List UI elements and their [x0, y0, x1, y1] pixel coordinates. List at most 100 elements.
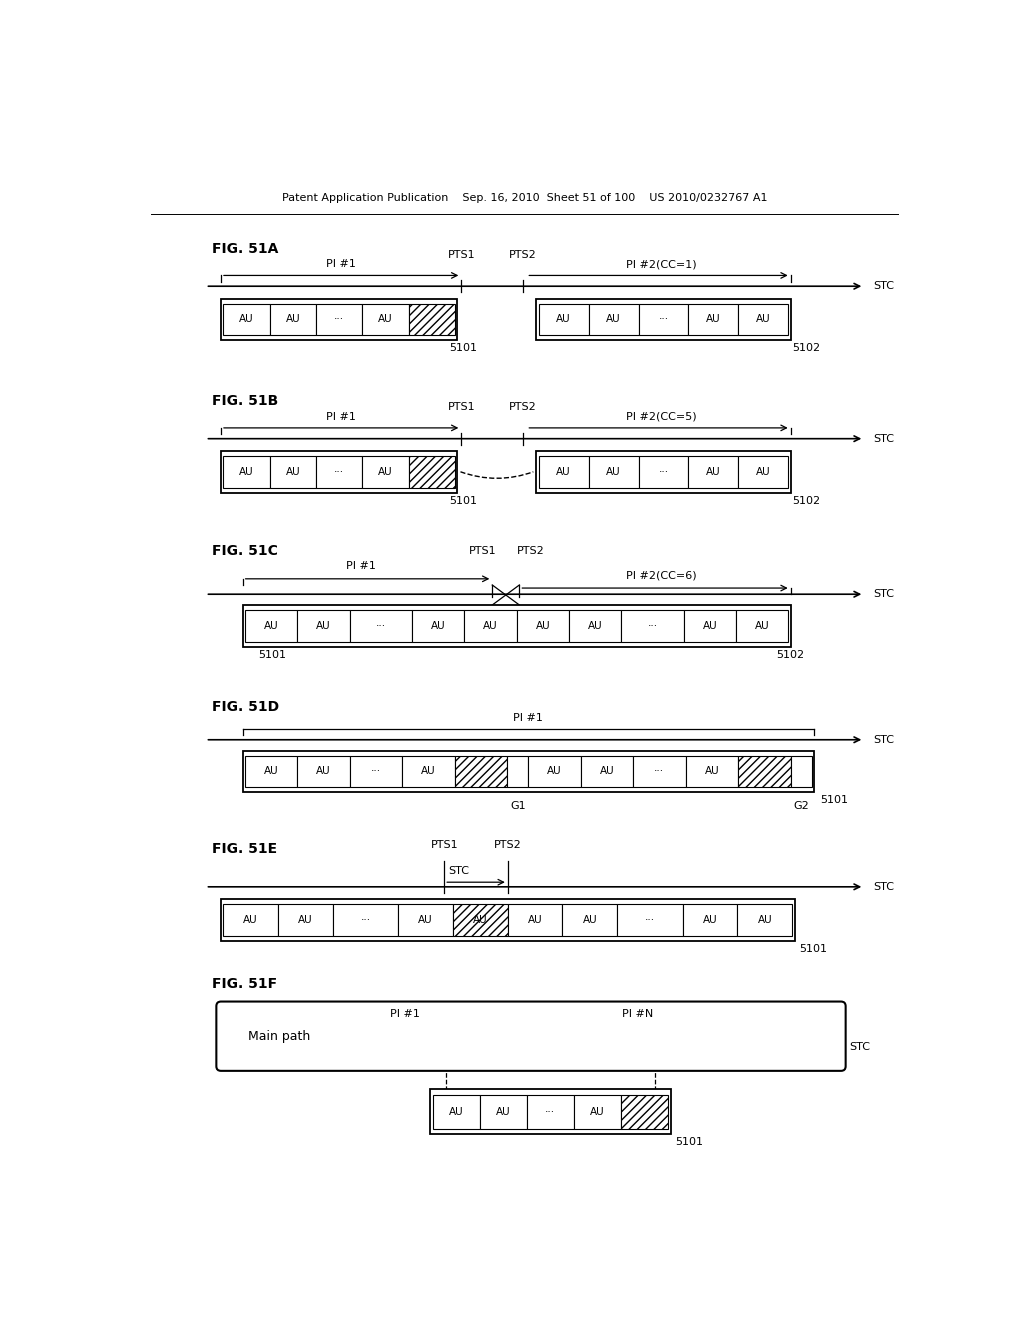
Text: PI #2(CC=1): PI #2(CC=1) — [626, 259, 696, 269]
Bar — [589, 455, 639, 487]
Text: AU: AU — [583, 915, 597, 925]
Text: AU: AU — [758, 915, 772, 925]
Text: G1: G1 — [510, 801, 525, 812]
Bar — [430, 1089, 671, 1134]
Text: AU: AU — [556, 314, 571, 325]
Text: FIG. 51F: FIG. 51F — [212, 977, 276, 991]
Bar — [223, 304, 269, 335]
Bar — [279, 904, 333, 936]
Text: 5102: 5102 — [776, 649, 805, 660]
Text: AU: AU — [556, 467, 571, 477]
Bar — [432, 1094, 479, 1129]
Text: PI #1: PI #1 — [327, 259, 356, 269]
Text: 5101: 5101 — [450, 496, 477, 506]
Text: PTS1: PTS1 — [469, 545, 497, 556]
Text: AU: AU — [756, 467, 771, 477]
Bar — [684, 610, 736, 642]
Text: ···: ··· — [376, 620, 386, 631]
Bar — [581, 755, 633, 787]
Bar — [639, 455, 688, 487]
Bar — [617, 904, 683, 936]
Text: AU: AU — [286, 314, 300, 325]
Bar — [243, 605, 791, 647]
Text: PI #2(CC=5): PI #2(CC=5) — [626, 412, 696, 422]
Text: AU: AU — [240, 467, 254, 477]
Bar — [333, 904, 398, 936]
Bar — [589, 304, 639, 335]
Text: AU: AU — [755, 620, 769, 631]
Bar — [791, 755, 812, 787]
Bar — [298, 755, 350, 787]
Text: AU: AU — [264, 767, 279, 776]
Bar — [465, 610, 517, 642]
Text: AU: AU — [483, 620, 498, 631]
Text: 5101: 5101 — [799, 944, 827, 954]
Bar — [507, 755, 528, 787]
Bar — [398, 904, 453, 936]
Text: AU: AU — [496, 1106, 511, 1117]
Bar — [413, 610, 465, 642]
Text: FIG. 51C: FIG. 51C — [212, 544, 278, 558]
Text: AU: AU — [431, 620, 445, 631]
Text: G2: G2 — [794, 801, 809, 812]
Text: PTS1: PTS1 — [447, 403, 475, 412]
Bar — [738, 455, 788, 487]
Bar — [479, 1094, 526, 1129]
Text: PTS2: PTS2 — [509, 249, 538, 260]
Text: Main path: Main path — [248, 1030, 310, 1043]
Text: AU: AU — [756, 314, 771, 325]
Text: PI #1: PI #1 — [513, 713, 543, 723]
Text: PI #1: PI #1 — [390, 1010, 420, 1019]
Text: AU: AU — [264, 620, 279, 631]
Text: AU: AU — [588, 620, 602, 631]
Bar — [633, 755, 686, 787]
Text: ···: ··· — [334, 467, 344, 477]
Bar — [539, 455, 589, 487]
Text: AU: AU — [702, 620, 717, 631]
Text: AU: AU — [378, 467, 393, 477]
Text: AU: AU — [702, 915, 718, 925]
Bar — [539, 304, 589, 335]
Text: ···: ··· — [371, 767, 381, 776]
Text: ···: ··· — [647, 620, 657, 631]
Bar — [569, 610, 622, 642]
Bar — [316, 455, 362, 487]
Text: AU: AU — [421, 767, 436, 776]
Text: AU: AU — [600, 767, 614, 776]
Text: STC: STC — [849, 1041, 869, 1052]
Text: PI #N: PI #N — [622, 1010, 653, 1019]
Text: AU: AU — [547, 767, 562, 776]
Text: ···: ··· — [334, 314, 344, 325]
Bar — [573, 1094, 621, 1129]
Text: AU: AU — [244, 915, 258, 925]
Text: Patent Application Publication    Sep. 16, 2010  Sheet 51 of 100    US 2010/0232: Patent Application Publication Sep. 16, … — [282, 194, 768, 203]
Text: PI #1: PI #1 — [345, 561, 376, 572]
Bar — [221, 451, 458, 492]
Text: ···: ··· — [654, 767, 665, 776]
Text: FIG. 51E: FIG. 51E — [212, 842, 276, 857]
Text: PTS1: PTS1 — [430, 840, 458, 850]
Text: 5101: 5101 — [450, 343, 477, 354]
Text: PI #2(CC=6): PI #2(CC=6) — [626, 570, 696, 581]
Bar — [269, 304, 316, 335]
Text: 5101: 5101 — [820, 795, 848, 805]
Text: STC: STC — [873, 882, 895, 892]
Text: STC: STC — [873, 434, 895, 444]
Bar — [245, 610, 297, 642]
Text: ···: ··· — [645, 915, 655, 925]
Text: ···: ··· — [360, 915, 371, 925]
Bar — [738, 755, 791, 787]
Bar — [409, 455, 455, 487]
Bar — [736, 610, 788, 642]
Bar — [243, 751, 814, 792]
Text: STC: STC — [873, 589, 895, 599]
Bar — [221, 899, 795, 941]
Text: AU: AU — [286, 467, 300, 477]
Bar — [269, 455, 316, 487]
Bar — [537, 298, 791, 341]
Bar — [245, 755, 298, 787]
Text: FIG. 51D: FIG. 51D — [212, 700, 279, 714]
Text: ···: ··· — [658, 467, 669, 477]
Text: AU: AU — [298, 915, 312, 925]
Bar — [562, 904, 617, 936]
